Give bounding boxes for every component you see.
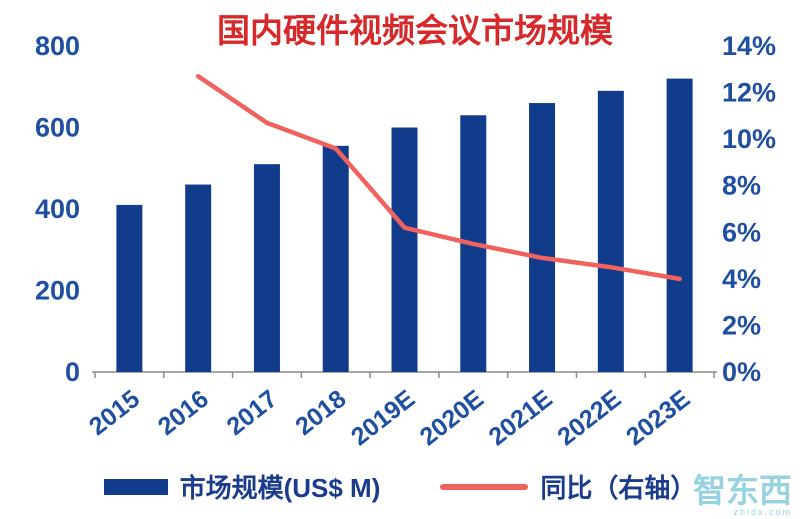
x-category-label: 2017 <box>222 385 283 441</box>
bar-2023E <box>666 78 693 372</box>
bar-2015 <box>116 204 143 372</box>
x-category-label: 2015 <box>84 385 145 441</box>
bar-series-swatch <box>103 478 168 495</box>
y-right-tick-label: 6% <box>722 217 761 247</box>
y-left-tick-label: 600 <box>35 113 80 143</box>
y-left-tick-label: 800 <box>35 31 80 61</box>
watermark-subtext: zhidx.com <box>733 507 792 517</box>
x-category-label: 2022E <box>552 385 626 452</box>
x-category-label: 2023E <box>621 385 695 452</box>
plot-layer: 0 200 400 600 800 0% 2% 4% 6% 8% 10% 12% 14% 2015 2016… <box>35 31 776 451</box>
y-right-tick-label: 8% <box>722 171 761 201</box>
chart-title: 国内硬件视频会议市场规模 <box>217 12 614 49</box>
y-left-tick-label: 0 <box>65 357 80 387</box>
line-series-swatch <box>440 483 529 490</box>
y-right-tick-label: 0% <box>722 357 761 387</box>
y-right-tick-label: 2% <box>722 310 761 340</box>
bar-2016 <box>185 184 212 372</box>
x-category-label: 2020E <box>415 385 489 452</box>
y-right-tick-label: 4% <box>722 264 761 294</box>
x-category-label: 2019E <box>346 385 420 452</box>
bar-2022E <box>597 90 624 372</box>
line-series-label: 同比（右轴） <box>540 473 697 503</box>
bar-2018 <box>322 145 349 372</box>
yoy-line <box>195 74 682 282</box>
x-category-label: 2021E <box>484 385 558 452</box>
market-size-chart: 国内硬件视频会议市场规模 0 200 400 600 800 0% 2% 4% 6% 8% 10% 1… <box>35 12 776 451</box>
bar-2019E <box>391 127 418 372</box>
x-category-label: 2016 <box>153 385 214 441</box>
y-left-tick-label: 200 <box>35 276 80 306</box>
y-right-tick-label: 10% <box>722 124 776 154</box>
legend-item-yoy: 同比（右轴） <box>440 468 696 505</box>
legend: 市场规模(US$ M) 同比（右轴） <box>0 468 800 505</box>
legend-item-market-size: 市场规模(US$ M) <box>103 468 381 505</box>
bar-2021E <box>529 103 556 373</box>
bar-2017 <box>253 164 280 372</box>
x-category-label: 2018 <box>290 385 351 441</box>
y-left-tick-label: 400 <box>35 194 80 224</box>
bar-series-label: 市场规模(US$ M) <box>179 473 381 503</box>
y-right-tick-label: 14% <box>722 31 776 61</box>
y-right-tick-label: 12% <box>722 78 776 108</box>
